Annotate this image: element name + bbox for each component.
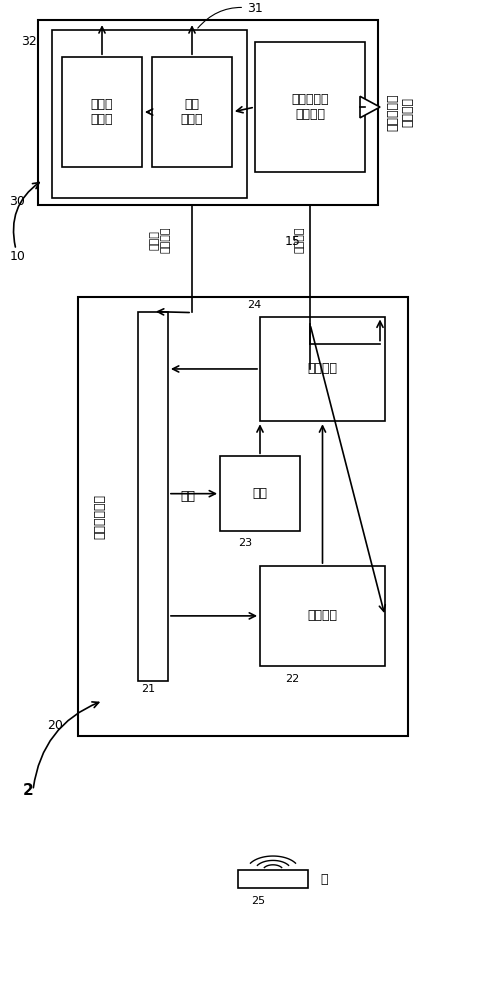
Text: 电流设置: 电流设置	[307, 362, 337, 375]
Text: 10: 10	[10, 250, 26, 263]
Bar	[220, 456, 300, 531]
Text: 23: 23	[238, 538, 252, 548]
Text: 电源和
信号电缆: 电源和 信号电缆	[149, 227, 171, 253]
Text: 感测线圈: 感测线圈	[307, 609, 337, 622]
Text: 电源: 电源	[180, 490, 196, 503]
Text: 参考: 参考	[252, 487, 267, 500]
Text: 15: 15	[285, 235, 301, 248]
Bar	[62, 57, 142, 167]
Text: 22: 22	[285, 674, 299, 684]
Text: 靶: 靶	[320, 873, 328, 886]
Text: 20: 20	[47, 719, 63, 732]
Text: 状态
解码器: 状态 解码器	[181, 98, 203, 126]
Polygon shape	[326, 332, 344, 351]
Text: 21: 21	[141, 684, 155, 694]
Bar	[255, 42, 365, 172]
Text: 32: 32	[21, 35, 37, 48]
Bar	[260, 566, 385, 666]
Bar	[238, 870, 308, 888]
Text: 指示器
驱动器: 指示器 驱动器	[91, 98, 113, 126]
Text: 2: 2	[23, 783, 34, 798]
Bar	[138, 312, 168, 681]
Bar	[260, 317, 385, 421]
Text: 24: 24	[247, 300, 261, 310]
Text: 25: 25	[251, 896, 265, 906]
Text: 30: 30	[9, 195, 25, 208]
Text: 接近度感测
电子单元: 接近度感测 电子单元	[386, 93, 414, 131]
Bar	[52, 30, 247, 198]
Text: 许多接近度
通道之一: 许多接近度 通道之一	[291, 93, 329, 121]
Text: 31: 31	[198, 2, 263, 28]
Text: 接近度传感器: 接近度传感器	[93, 494, 107, 539]
Polygon shape	[360, 96, 380, 118]
Bar	[78, 297, 408, 736]
Text: 返回电缆: 返回电缆	[295, 227, 305, 253]
Bar	[38, 20, 378, 205]
Bar	[152, 57, 232, 167]
